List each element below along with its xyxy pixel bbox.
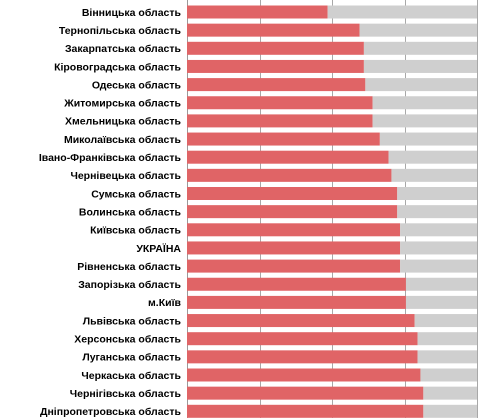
bar-segment-primary — [187, 114, 373, 128]
category-label: Луганська область — [82, 352, 181, 364]
bar-segment-primary — [187, 41, 364, 55]
bar-segment-remainder — [359, 23, 477, 37]
bar-segment-remainder — [372, 96, 477, 110]
category-label: Хмельницька область — [65, 116, 182, 128]
bar-segment-remainder — [365, 78, 477, 92]
bar-segment-primary — [187, 78, 366, 92]
bar-segment-primary — [187, 368, 421, 382]
bar-segment-primary — [187, 187, 398, 200]
bar-segment-primary — [187, 350, 418, 364]
bars — [187, 5, 477, 418]
category-label: Волинська область — [79, 206, 182, 218]
bar-segment-primary — [187, 5, 328, 19]
bar-segment-remainder — [327, 5, 477, 19]
bar-segment-primary — [187, 259, 401, 273]
bar-segment-primary — [187, 23, 360, 37]
bar-segment-primary — [187, 132, 380, 146]
bar-segment-remainder — [397, 205, 477, 219]
category-label: Чернігівська область — [70, 388, 182, 400]
bar-segment-primary — [187, 96, 373, 110]
bar-segment-primary — [187, 150, 389, 164]
bar-segment-primary — [187, 332, 418, 346]
bar-segment-remainder — [423, 404, 477, 418]
bar-segment-primary — [187, 168, 392, 182]
bar-segment-primary — [187, 295, 406, 309]
bar-segment-remainder — [363, 41, 477, 55]
category-label: Чернівецька область — [70, 170, 181, 182]
bar-segment-remainder — [420, 368, 477, 382]
bar-segment-remainder — [372, 114, 477, 128]
bar-segment-remainder — [391, 168, 477, 182]
bar-segment-remainder — [414, 314, 477, 328]
category-label: Закарпатська область — [65, 43, 182, 55]
bar-segment-remainder — [400, 223, 477, 237]
category-label: Миколаївська область — [64, 134, 182, 146]
category-label: Рівненська область — [77, 261, 181, 273]
category-label: Вінницька область — [82, 7, 182, 19]
category-label: Дніпропетровська область — [40, 406, 182, 418]
category-label: Тернопільська область — [59, 25, 182, 37]
bar-segment-remainder — [405, 277, 477, 291]
category-label: УКРАЇНА — [136, 242, 181, 255]
bar-segment-remainder — [400, 241, 477, 255]
bar-segment-remainder — [400, 259, 477, 273]
bar-segment-remainder — [388, 150, 477, 164]
category-label: Херсонська область — [74, 334, 181, 346]
bar-segment-remainder — [363, 59, 477, 73]
category-label: Київська область — [90, 225, 181, 237]
bar-segment-remainder — [397, 187, 477, 200]
category-label: Черкаська область — [81, 370, 181, 382]
bar-segment-primary — [187, 205, 398, 219]
category-label: Сумська область — [91, 188, 181, 200]
category-label: Кіровоградська область — [54, 61, 181, 73]
category-label: Львівська область — [83, 315, 182, 327]
bar-segment-remainder — [417, 350, 477, 364]
category-label: Запорізька область — [78, 279, 181, 291]
bar-segment-primary — [187, 404, 424, 418]
category-label: Івано-Франківська область — [39, 152, 182, 164]
bar-segment-primary — [187, 314, 415, 328]
bar-segment-primary — [187, 59, 364, 73]
category-label: м.Київ — [148, 297, 182, 309]
bar-segment-primary — [187, 223, 401, 237]
bar-segment-remainder — [405, 295, 477, 309]
category-label: Одеська область — [92, 79, 182, 91]
bar-segment-remainder — [417, 332, 477, 346]
bar-segment-primary — [187, 386, 424, 400]
bar-segment-primary — [187, 241, 401, 255]
bar-segment-remainder — [423, 386, 477, 400]
category-labels: Вінницька область Тернопільська область За… — [39, 7, 182, 418]
category-label: Житомирська область — [63, 98, 181, 110]
bar-segment-remainder — [379, 132, 477, 146]
bar-segment-primary — [187, 277, 406, 291]
